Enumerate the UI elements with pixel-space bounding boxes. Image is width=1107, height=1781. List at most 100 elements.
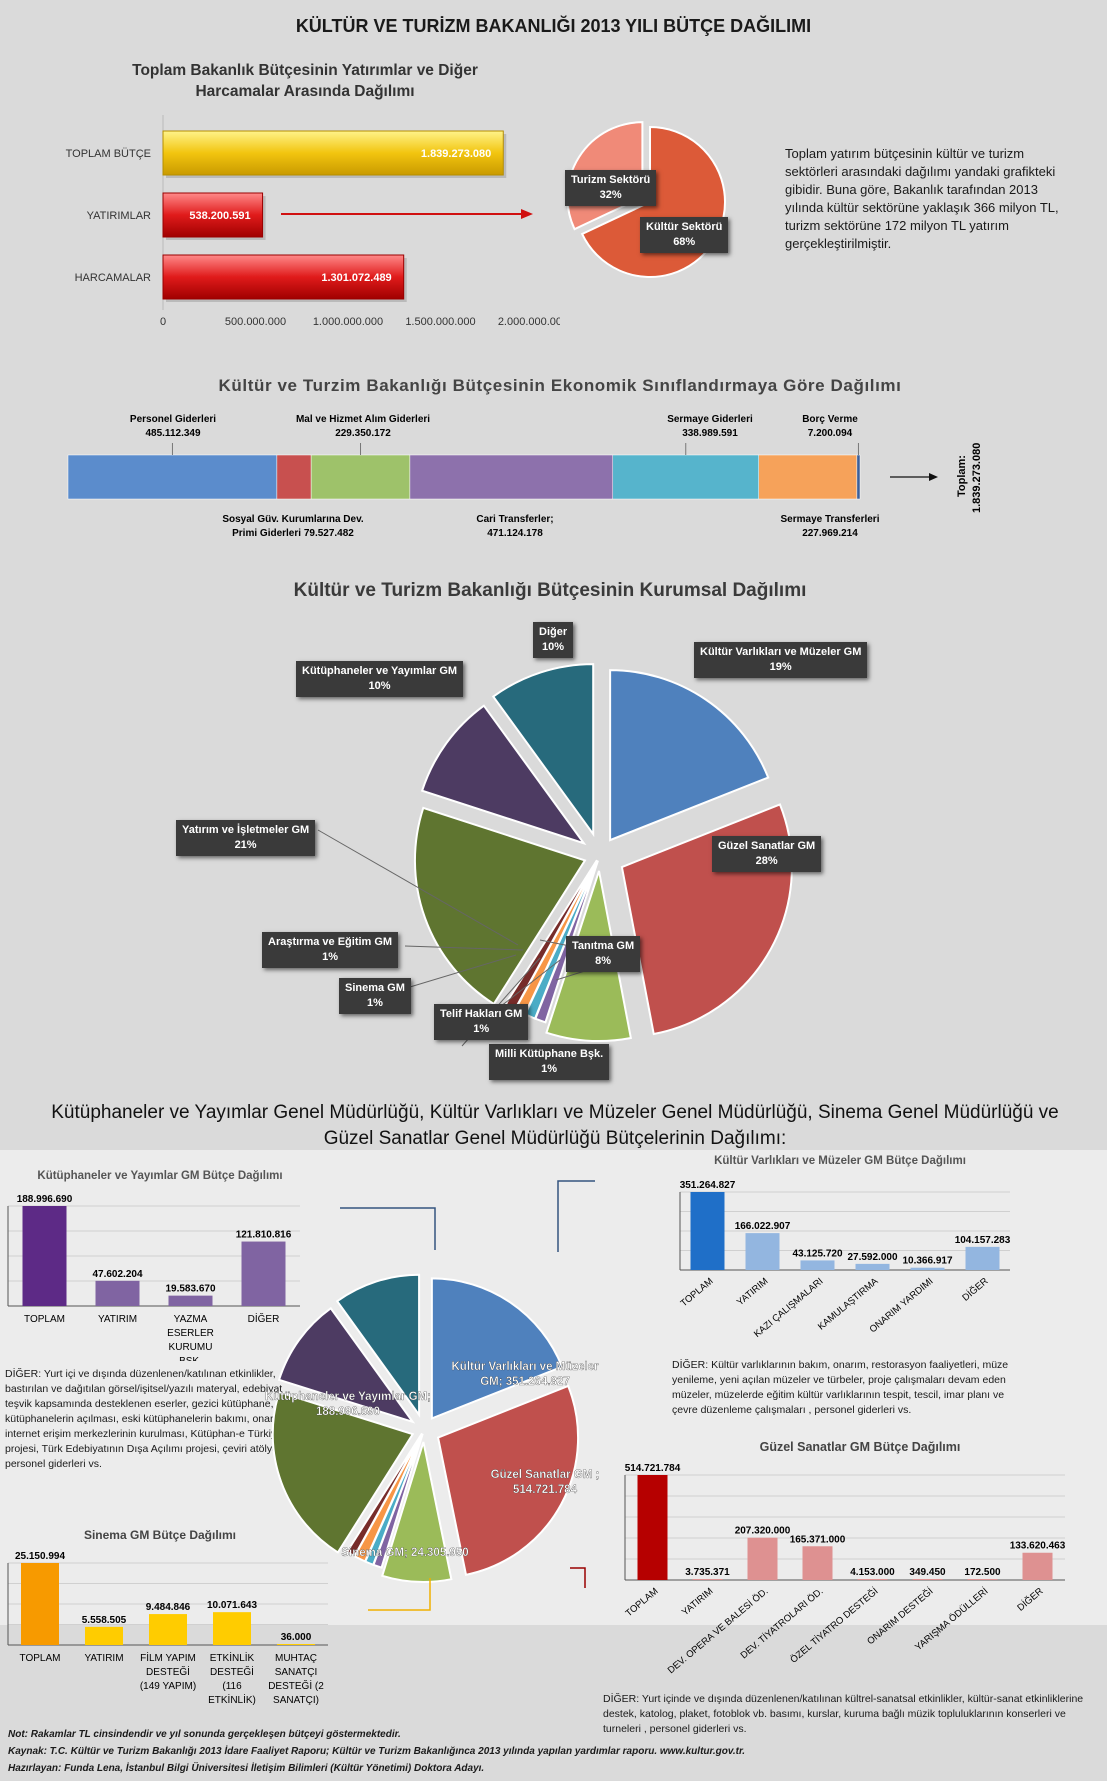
segment-name: Mal ve Hizmet Alım Giderleri	[296, 414, 430, 425]
small-pie-label: Sinema GM; 24.305.950	[341, 1547, 468, 1559]
bar	[241, 1241, 286, 1306]
category-label: DİĞER	[248, 1312, 280, 1325]
sector-label-turizm: Turizm Sektörü 32%	[565, 170, 657, 206]
footer-source: Kaynak: T.C. Kültür ve Turizm Bakanlığı …	[8, 1746, 746, 1757]
pie-slice	[609, 669, 770, 842]
sector-label-kultur: Kültür Sektörü 68%	[640, 217, 729, 253]
bar-value-label: 36.000	[281, 1632, 312, 1643]
bar	[85, 1626, 123, 1645]
segment-value: 227.969.214	[802, 528, 858, 539]
segment-name: Sosyal Güv. Kurumlarına Dev.	[222, 514, 364, 525]
segment-value: 471.124.178	[487, 528, 543, 539]
kutuphane-bar-chart: 188.996.690 TOPLAM 47.602.204 YATIRIM 19.583…	[7, 1194, 300, 1361]
category-label: YAZMA	[174, 1314, 208, 1325]
bar	[800, 1260, 835, 1270]
bar	[967, 1579, 998, 1580]
footer-note: Not: Rakamlar TL cinsindendir ve yıl son…	[8, 1729, 401, 1740]
segment-value: 7.200.094	[808, 428, 853, 439]
bar	[149, 1614, 187, 1645]
bar-value-label: 5.558.505	[82, 1615, 127, 1626]
pie-slice-group	[271, 1390, 415, 1554]
category-label: ÖZEL TİYATRO DESTEĞİ	[788, 1586, 880, 1666]
stack-segment	[758, 454, 858, 500]
pie-slice	[335, 1273, 421, 1418]
category-label: FİLM YAPIM	[140, 1651, 196, 1664]
bar-value-label: 3.735.371	[685, 1567, 730, 1578]
pie-slice-group	[430, 1277, 564, 1420]
category-label: YATIRIM	[84, 1653, 123, 1664]
bar	[168, 1295, 213, 1306]
total-label: Toplam:	[956, 455, 968, 497]
bar-value-label: 351.264.827	[680, 1180, 736, 1191]
kutuphane-description: DİĞER: Yurt içi ve dışında düzenlenen/ka…	[5, 1368, 298, 1470]
category-label: DİĞER	[960, 1276, 990, 1304]
bar-value-label: 1.839.273.080	[421, 148, 491, 160]
category-label: YATIRIMLAR	[87, 210, 151, 222]
segment-name: Borç Verme	[802, 414, 858, 425]
segment-value: 229.350.172	[335, 428, 391, 439]
category-label: (116	[222, 1681, 242, 1692]
bar	[965, 1246, 1000, 1270]
total-arrow-head	[929, 473, 938, 481]
inst-label-4: Telif Hakları GM 1%	[434, 1004, 529, 1040]
bar-value-label: 19.583.670	[165, 1284, 215, 1295]
bar	[690, 1192, 725, 1270]
bar	[277, 1644, 315, 1645]
bar-value-label: 172.500	[964, 1567, 1001, 1578]
category-label: TOPLAM	[24, 1314, 65, 1325]
bar	[855, 1263, 890, 1270]
bar-value-label: 4.153.000	[850, 1567, 895, 1578]
small-pie-label: 188.996.690	[316, 1406, 380, 1418]
category-label: KURUMU	[169, 1342, 213, 1353]
pie-slice-group	[436, 1384, 580, 1576]
bar	[910, 1267, 945, 1270]
category-label: DESTEĞİ (2	[268, 1679, 324, 1692]
bar-value-label: 349.450	[909, 1567, 946, 1578]
kultur-bar-chart: 351.264.827 TOPLAM 166.022.907 YATIRIM 43.12…	[679, 1180, 1011, 1340]
bar	[162, 192, 264, 238]
bar-value-label: 27.592.000	[847, 1252, 897, 1263]
segment-value: Primi Giderleri 79.527.482	[232, 528, 354, 539]
bar	[802, 1546, 833, 1580]
category-label: YATIRIM	[680, 1586, 716, 1618]
bar	[912, 1579, 943, 1580]
category-label: ETKİNLİK	[210, 1651, 255, 1664]
bar-value-label: 207.320.000	[735, 1526, 791, 1537]
kultur-description: DİĞER: Kültür varlıklarının bakım, onarı…	[672, 1359, 1009, 1416]
bar	[637, 1475, 668, 1580]
pie-slice-group	[420, 704, 587, 846]
inst-label-6: Araştırma ve Eğitim GM 1%	[262, 932, 399, 968]
sinema-chart-title: Sinema GM Bütçe Dağılımı	[83, 1528, 237, 1542]
lower-panel	[0, 1150, 1107, 1625]
x-tick-label: 1.000.000.000	[313, 316, 383, 328]
bar-value-label: 9.484.846	[146, 1602, 191, 1613]
inst-label-2: Tanıtma GM 8%	[566, 936, 641, 972]
pie-slice	[420, 704, 587, 846]
leader-line	[495, 959, 561, 1011]
guzel-chart-title: Güzel Sanatlar GM Bütçe Dağılımı	[759, 1440, 961, 1454]
small-pie-label: Kütüphaneler ve Yayımlar GM;	[265, 1391, 431, 1403]
small-pie-label: Kültür Varlıkları ve Müzeler	[451, 1361, 599, 1373]
pie-slice	[436, 1384, 580, 1576]
sinema-bar-chart: 25.150.994 TOPLAM 5.558.505 YATIRIM 9.484.84…	[7, 1551, 328, 1706]
small-pie-label: 514.721.784	[513, 1484, 578, 1496]
bar	[747, 1537, 778, 1580]
leader-line	[404, 945, 524, 951]
footer-author: Hazırlayan: Funda Lena, İstanbul Bilgi Ü…	[8, 1763, 485, 1774]
pie-slice-group	[277, 1306, 416, 1424]
guzel-description: DİĞER: Yurt içinde ve dışında düzenlenen…	[603, 1693, 1084, 1735]
pie-slice-group	[381, 1441, 453, 1583]
category-label: HARCAMALAR	[75, 272, 151, 284]
total-bar-chart: TOPLAM BÜTÇE 1.839.273.080 YATIRIMLAR 538.2…	[66, 115, 560, 328]
x-tick-label: 500.000.000	[225, 316, 286, 328]
segment-value: 338.989.591	[682, 428, 738, 439]
stack-segment	[612, 454, 759, 500]
inst-label-8: Kütüphaneler ve Yayımlar GM 10%	[296, 661, 464, 697]
inst-label-3: Milli Kütüphane Bşk. 1%	[489, 1044, 610, 1080]
bar	[162, 254, 405, 300]
bar	[692, 1579, 723, 1580]
bar-value-label: 514.721.784	[625, 1463, 681, 1474]
bar-value-label: 538.200.591	[189, 210, 250, 222]
category-label: YATIRIM	[735, 1276, 771, 1308]
institutional-pie-chart	[317, 663, 793, 1047]
